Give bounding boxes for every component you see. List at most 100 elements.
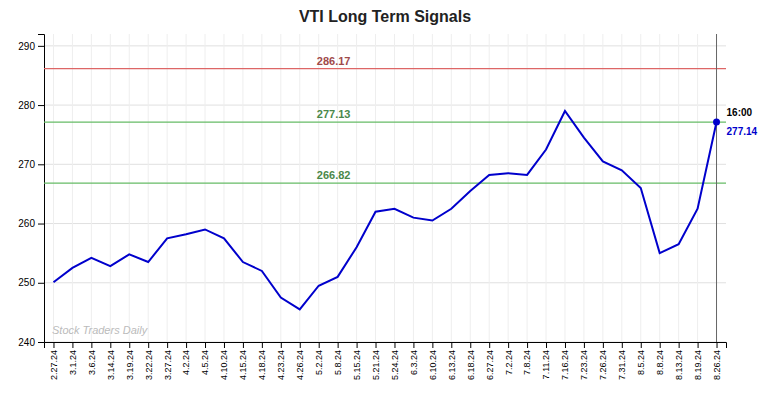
x-tick-mark: [129, 342, 130, 348]
price-line: [53, 111, 716, 309]
x-tick: 5.2.24: [314, 342, 324, 375]
grid-line-x: [489, 34, 490, 342]
grid-line-x: [72, 34, 73, 342]
x-tick: 8.26.24: [712, 342, 722, 380]
x-tick-mark: [357, 342, 358, 348]
grid-line-x: [205, 34, 206, 342]
grid-line-x: [129, 34, 130, 342]
x-tick-label: 5.8.24: [333, 350, 343, 375]
x-tick: 5.24.24: [390, 342, 400, 380]
x-tick-mark: [470, 342, 471, 348]
x-tick-label: 7.11.24: [541, 350, 551, 379]
grid-line-x: [242, 34, 243, 342]
grid-line-x: [413, 34, 414, 342]
x-tick-mark: [300, 342, 301, 348]
x-tick-mark: [489, 342, 490, 348]
x-tick-label: 6.10.24: [428, 350, 438, 380]
y-tick-mark: [38, 105, 44, 106]
x-tick-mark: [584, 342, 585, 348]
y-axis-line: [38, 35, 45, 343]
x-tick: 7.11.24: [541, 342, 551, 379]
x-tick-mark: [110, 342, 111, 348]
y-tick-label: 290: [18, 41, 35, 52]
x-tick-label: 8.19.24: [693, 350, 703, 380]
x-tick-mark: [413, 342, 414, 348]
grid-line-y: [44, 105, 726, 106]
x-tick-mark: [72, 342, 73, 348]
grid-line-x: [678, 34, 679, 342]
last-value-label: 277.14: [727, 126, 758, 137]
grid-line-x: [110, 34, 111, 342]
x-tick-label: 4.5.24: [200, 350, 210, 375]
x-tick-mark: [243, 342, 244, 348]
y-tick-mark: [38, 283, 44, 284]
x-tick-label: 5.24.24: [390, 350, 400, 380]
x-tick: 8.8.24: [655, 342, 665, 375]
x-tick: 7.31.24: [617, 342, 627, 380]
x-tick-label: 3.22.24: [144, 350, 154, 380]
reference-line: [44, 68, 726, 69]
grid-line-x: [716, 34, 717, 342]
x-axis-line: [45, 343, 727, 349]
x-tick-mark: [603, 342, 604, 348]
x-tick-label: 7.8.24: [522, 350, 532, 375]
grid-line-x: [470, 34, 471, 342]
y-tick-label: 270: [18, 159, 35, 170]
grid-line-x: [299, 34, 300, 342]
y-tick-label: 280: [18, 100, 35, 111]
grid-line-y: [44, 223, 726, 224]
last-time-label: 16:00: [727, 107, 753, 118]
x-tick: 4.10.24: [219, 342, 229, 380]
x-tick-mark: [319, 342, 320, 348]
chart: 2.27.243.1.243.6.243.14.243.19.243.22.24…: [0, 0, 784, 398]
grid-line-x: [375, 34, 376, 342]
x-tick-label: 5.2.24: [314, 350, 324, 375]
x-tick: 7.26.24: [598, 342, 608, 380]
y-tick-mark: [38, 164, 44, 165]
title: VTI Long Term Signals: [299, 8, 471, 25]
grid-line-x: [394, 34, 395, 342]
y-tick-mark: [38, 224, 44, 225]
x-tick: 6.13.24: [447, 342, 457, 380]
grid-line-x: [546, 34, 547, 342]
grid-line-x: [337, 34, 338, 342]
x-tick-mark: [622, 342, 623, 348]
x-tick: 3.22.24: [144, 342, 154, 380]
y-tick-mark: [38, 342, 44, 343]
x-tick: 7.23.24: [579, 342, 589, 380]
grid-line-y: [44, 45, 726, 46]
plot: 2.27.243.1.243.6.243.14.243.19.243.22.24…: [18, 34, 757, 380]
data-layer: [44, 34, 726, 342]
x-tick: 8.5.24: [636, 342, 646, 375]
x-tick-mark: [224, 342, 225, 348]
x-tick-label: 4.2.24: [181, 350, 191, 375]
x-tick-label: 3.27.24: [163, 350, 173, 380]
x-tick: 3.1.24: [68, 342, 78, 375]
x-tick-label: 4.23.24: [276, 350, 286, 380]
x-tick-mark: [679, 342, 680, 348]
x-tick-label: 6.13.24: [447, 350, 457, 380]
grid-line-x: [91, 34, 92, 342]
x-tick-mark: [167, 342, 168, 348]
grid-line-x: [186, 34, 187, 342]
grid-line-x: [356, 34, 357, 342]
x-tick-mark: [717, 342, 718, 348]
x-tick: 4.2.24: [181, 342, 191, 375]
reference-line: [44, 183, 726, 184]
grid-line-x: [508, 34, 509, 342]
x-tick: 6.10.24: [428, 342, 438, 380]
x-tick: 4.26.24: [295, 342, 305, 380]
watermark: Stock Traders Daily: [52, 324, 149, 336]
x-tick: 4.18.24: [257, 342, 267, 380]
x-tick-label: 6.27.24: [485, 350, 495, 380]
y-tick: 250: [18, 277, 44, 288]
y-tick: 260: [18, 218, 44, 229]
text-layer: Stock Traders Daily286.17277.13266.8216:…: [52, 55, 758, 336]
x-tick-label: 3.6.24: [87, 350, 97, 375]
x-tick: 5.8.24: [333, 342, 343, 375]
y-tick: 240: [18, 337, 44, 348]
reference-line: [44, 121, 726, 122]
x-tick-label: 4.26.24: [295, 350, 305, 380]
x-tick: 2.27.24: [49, 342, 59, 380]
last-point-line: [716, 34, 717, 342]
